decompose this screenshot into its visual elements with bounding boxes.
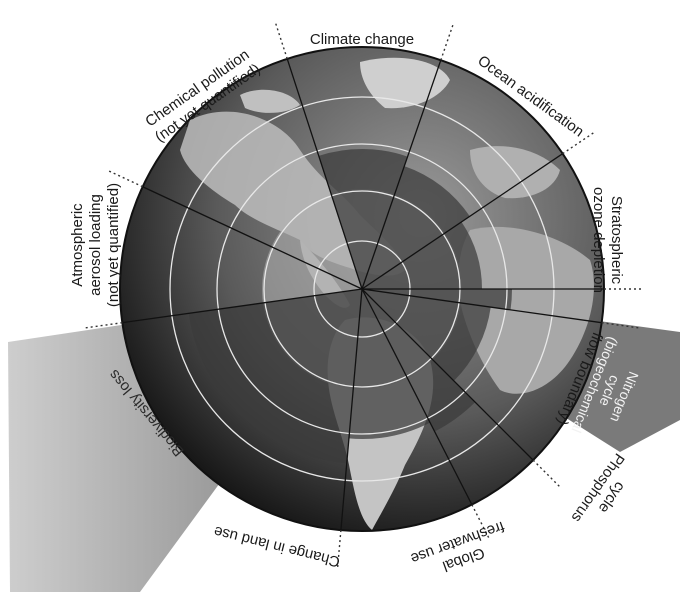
label-land-use: Change in land use [212, 522, 342, 570]
svg-text:Stratospheric: Stratospheric [608, 196, 625, 285]
sector-dividers [82, 20, 644, 570]
svg-text:ozone depletion: ozone depletion [590, 187, 607, 293]
sector-divider-7 [340, 288, 363, 531]
label-freshwater: Global freshwater use [408, 518, 506, 575]
sector-divider-dotted-5 [532, 459, 562, 489]
boundary-wedge-5 [362, 289, 476, 432]
sector-divider-5 [361, 288, 534, 461]
label-climate-change: Climate change [310, 31, 414, 48]
boundary-wedge-7 [188, 289, 362, 464]
sector-divider-2 [361, 153, 563, 290]
boundary-wedge-6 [348, 289, 431, 439]
boundary-wedge-0 [318, 149, 408, 289]
sector-divider-dotted-8 [82, 321, 123, 329]
boundary-wedges [188, 149, 512, 464]
boundary-wedge-4 [362, 289, 491, 381]
boundary-wedge-2 [362, 221, 482, 289]
sector-divider-dotted-7 [336, 530, 342, 570]
svg-text:Atmospheric: Atmospheric [69, 203, 86, 287]
sector-divider-dotted-1 [440, 22, 455, 61]
sector-divider-dotted-0 [274, 20, 288, 60]
label-ozone: Stratospheric ozone depletion [590, 187, 625, 293]
sector-divider-9 [142, 186, 363, 290]
svg-text:aerosol loading: aerosol loading [87, 194, 104, 296]
sector-divider-0 [286, 58, 363, 290]
sector-divider-8 [122, 288, 363, 324]
sector-divider-1 [361, 59, 442, 290]
sector-divider-6 [361, 288, 473, 505]
sector-divider-dotted-2 [562, 130, 597, 155]
sector-divider-dotted-4 [601, 321, 642, 329]
label-aerosol: Atmospheric aerosol loading (not yet qua… [69, 183, 122, 307]
svg-text:(not yet quantified): (not yet quantified) [105, 183, 122, 307]
sector-divider-dotted-9 [106, 169, 143, 188]
sector-divider-4 [361, 288, 602, 324]
sector-divider-dotted-6 [471, 504, 491, 541]
label-phosphorus: Phosphorus cycle [568, 450, 629, 525]
boundary-wedge-1 [362, 166, 470, 289]
